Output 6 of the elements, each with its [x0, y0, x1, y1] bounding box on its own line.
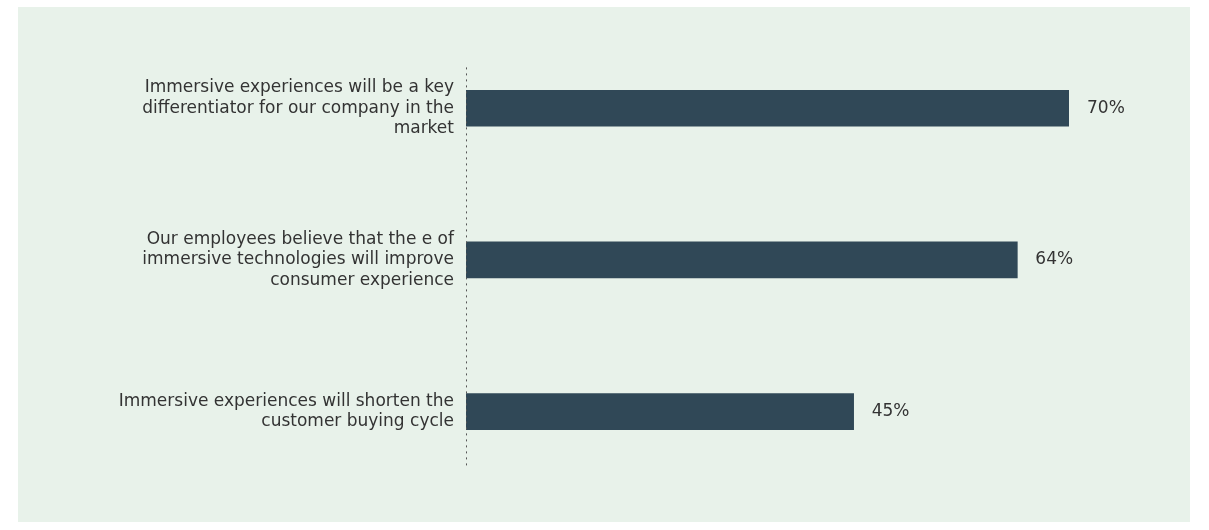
data-label: 45%	[871, 399, 910, 420]
data-label: 70%	[1087, 96, 1125, 117]
y-tick-label: Immersive experiences will shorten the customer buying cycle	[118, 389, 454, 431]
y-tick-label: Our employees believe that the e of immersive technologies will improve consumer experience	[142, 227, 456, 289]
data-label: 64%	[1035, 248, 1074, 269]
y-tick-label: Immersive experiences will be a key differentiator for our company in the market	[142, 76, 455, 138]
